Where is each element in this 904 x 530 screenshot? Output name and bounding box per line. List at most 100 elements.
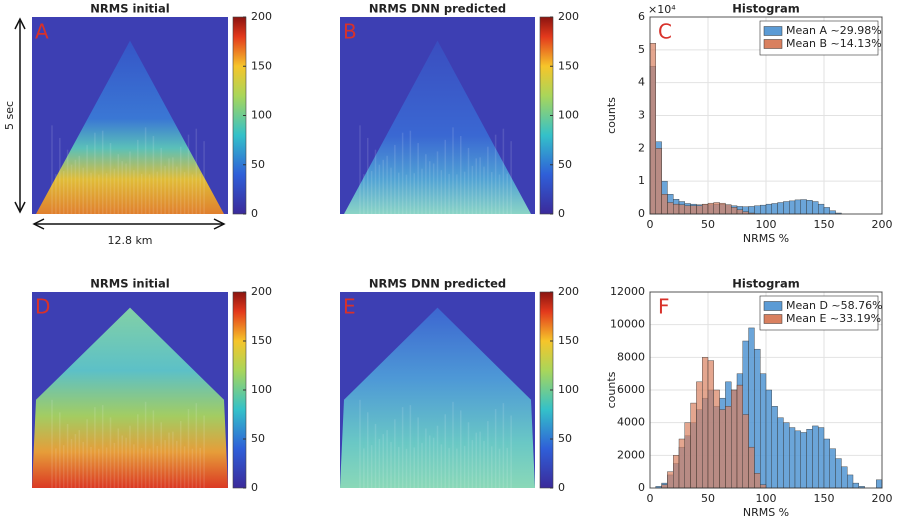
y-tick-label: 0 [638,481,645,494]
histogram-bar [807,429,813,488]
histogram-bar [679,205,685,214]
histogram-bar [812,202,818,214]
x-tick-label: 150 [814,492,835,505]
histogram-bar [766,204,772,214]
x-tick-label: 50 [701,492,715,505]
annotation: 5 sec [3,101,16,130]
y-tick-label: 4 [638,76,645,89]
histogram-bar [662,485,668,488]
histogram-bar [754,206,760,214]
colorbar-tick-label: 200 [558,285,579,298]
histogram-bar [754,473,760,488]
colorbar-tick-label: 200 [251,10,272,23]
colorbar-tick-label: 100 [558,383,579,396]
x-tick-label: 0 [647,218,654,231]
histogram-bar [760,374,766,488]
histogram-bar [783,423,789,488]
x-tick-label: 200 [872,218,893,231]
histogram-bar [702,357,708,488]
panel-title: NRMS initial [90,277,169,291]
histogram-bar [807,200,813,214]
histogram-bar [691,206,697,214]
panel-title: NRMS initial [90,2,169,16]
histogram-bar [801,432,807,488]
y-axis-label: counts [605,371,618,408]
colorbar-tick-label: 150 [251,334,272,347]
colorbar-tick-label: 150 [558,59,579,72]
histogram-bar [720,203,726,214]
y-tick-label: 3 [638,109,645,122]
y-tick-label: 6 [638,10,645,23]
histogram-bar [778,418,784,488]
colorbar-tick-label: 150 [558,334,579,347]
histogram-bar [696,382,702,488]
histogram-bar [836,459,842,488]
histogram-bar [795,200,801,214]
colorbar-tick-label: 200 [251,285,272,298]
y-tick-label: 2000 [617,448,645,461]
y-tick-label: 0 [638,207,645,220]
histogram-bar [847,475,853,488]
histogram-bar [691,403,697,488]
histogram-bar [795,431,801,488]
histogram-bar [841,467,847,488]
legend-label: Mean B ~14.13% [786,37,882,50]
colorbar-tick-label: 200 [558,10,579,23]
histogram-bar [702,204,708,214]
legend-swatch [764,27,782,36]
histogram-bar [766,390,772,488]
colorbar-tick-label: 50 [558,158,572,171]
histogram-bar [830,211,836,214]
legend-label: Mean A ~29.98% [786,24,882,37]
colorbar-tick-label: 0 [558,207,565,220]
histogram-bar [731,207,737,214]
y-tick-label: 5 [638,43,645,56]
colorbar-tick-label: 50 [251,432,265,445]
histogram-bar [824,439,830,488]
histogram-bar [789,428,795,488]
y-tick-label: 2 [638,141,645,154]
exponent-label: ×10⁴ [648,3,676,16]
y-tick-label: 12000 [610,285,645,298]
panel-label: E [343,295,356,319]
y-axis-label: counts [605,97,618,134]
histogram-bar [853,483,859,488]
y-tick-label: 10000 [610,318,645,331]
histogram-bar [801,200,807,214]
histogram-bar [720,410,726,488]
histogram-bar [667,472,673,488]
histogram-bar [708,203,714,214]
panel-title: Histogram [732,277,799,291]
y-tick-label: 4000 [617,416,645,429]
colorbar-tick-label: 50 [558,432,572,445]
histogram-bar [673,204,679,214]
legend-label: Mean D ~58.76% [786,299,883,312]
histogram-bar [662,194,668,214]
x-tick-label: 100 [756,218,777,231]
histogram-bar [650,43,656,214]
panel-label: A [35,20,49,44]
colorbar-tick-label: 0 [558,481,565,494]
x-tick-label: 100 [756,492,777,505]
panel-label: B [343,20,357,44]
histogram-bar [818,204,824,214]
legend-swatch [764,40,782,49]
histogram-bar [685,423,691,488]
legend-swatch [764,315,782,324]
histogram-bar [824,207,830,214]
histogram-bar [685,206,691,214]
histogram-bar [876,480,882,488]
panel-title: Histogram [732,2,799,16]
panel-title: NRMS DNN predicted [369,277,506,291]
colorbar-tick-label: 0 [251,481,258,494]
panel-label: D [35,295,50,319]
histogram-bar [696,206,702,214]
histogram-bar [731,390,737,488]
histogram-bar [778,203,784,214]
legend-label: Mean E ~33.19% [786,312,881,325]
x-tick-label: 0 [647,492,654,505]
histogram-bar [812,426,818,488]
histogram-bar [714,203,720,214]
